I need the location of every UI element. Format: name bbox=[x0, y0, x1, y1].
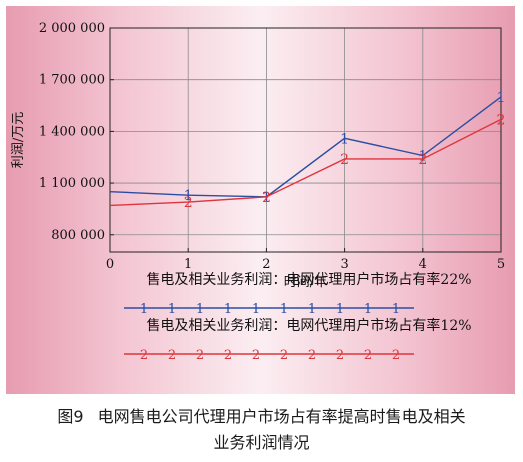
series-1-point-marker: 1 bbox=[184, 188, 193, 204]
legend-marker-2: 2 bbox=[336, 348, 344, 363]
x-tick-label: 1 bbox=[184, 257, 192, 272]
legend-marker-2: 2 bbox=[392, 348, 400, 363]
caption-line-2: 业务利润情况 bbox=[213, 433, 310, 452]
legend-label-2: 售电及相关业务利润：电网代理用户市场占有率12% bbox=[146, 317, 471, 334]
x-tick-label: 2 bbox=[262, 257, 270, 272]
caption-line-1: 电网售电公司代理用户市场占有率提高时售电及相关 bbox=[97, 407, 466, 426]
figure-number: 图9 bbox=[57, 407, 84, 426]
y-tick-label: 2 000 000 bbox=[39, 21, 105, 36]
x-tick-label: 0 bbox=[106, 257, 114, 272]
legend-marker-1: 1 bbox=[168, 302, 176, 317]
x-tick-label: 5 bbox=[497, 257, 505, 272]
series-1-point-marker: 1 bbox=[497, 90, 506, 106]
y-tick-label: 1 400 000 bbox=[39, 124, 105, 139]
legend-marker-1: 1 bbox=[224, 302, 232, 317]
legend-marker-2: 2 bbox=[224, 348, 232, 363]
legend-marker-2: 2 bbox=[196, 348, 204, 363]
series-1-point-marker: 1 bbox=[262, 190, 271, 206]
y-tick-label: 1 700 000 bbox=[39, 73, 105, 88]
series-1-point-marker: 1 bbox=[340, 131, 349, 147]
series-line-1 bbox=[109, 96, 502, 198]
legend-marker-1: 1 bbox=[252, 302, 260, 317]
legend-marker-1: 1 bbox=[280, 302, 288, 317]
legend-marker-1: 1 bbox=[196, 302, 204, 317]
legend-marker-2: 2 bbox=[280, 348, 288, 363]
series-line-2 bbox=[109, 118, 502, 207]
series-2-point-marker: 2 bbox=[184, 195, 193, 211]
x-axis-label: 时间/年 bbox=[284, 275, 327, 290]
series-2-point-marker: 2 bbox=[418, 152, 427, 168]
y-tick-label: 800 000 bbox=[51, 228, 105, 243]
legend-marker-2: 2 bbox=[364, 348, 372, 363]
legend-marker-1: 1 bbox=[308, 302, 316, 317]
figure-caption: 图9 电网售电公司代理用户市场占有率提高时售电及相关 业务利润情况 bbox=[0, 404, 523, 456]
legend-label-1: 售电及相关业务利润：电网代理用户市场占有率22% bbox=[146, 271, 471, 288]
legend-marker-1: 1 bbox=[140, 302, 148, 317]
legend-marker-2: 2 bbox=[308, 348, 316, 363]
legend-marker-1: 1 bbox=[364, 302, 372, 317]
legend-marker-2: 2 bbox=[252, 348, 260, 363]
series-2-point-marker: 2 bbox=[262, 190, 271, 206]
plot-frame bbox=[109, 27, 502, 253]
y-axis-label: 利润/万元 bbox=[11, 112, 26, 168]
legend-marker-2: 2 bbox=[168, 348, 176, 363]
legend-marker-2: 2 bbox=[140, 348, 148, 363]
x-tick-label: 4 bbox=[419, 257, 427, 272]
legend-marker-1: 1 bbox=[392, 302, 400, 317]
x-tick-label: 3 bbox=[340, 257, 348, 272]
y-tick-label: 1 100 000 bbox=[39, 176, 105, 191]
series-2-point-marker: 2 bbox=[497, 112, 506, 128]
series-2-point-marker: 2 bbox=[340, 152, 349, 168]
series-1-point-marker: 1 bbox=[418, 149, 427, 165]
legend-marker-1: 1 bbox=[336, 302, 344, 317]
